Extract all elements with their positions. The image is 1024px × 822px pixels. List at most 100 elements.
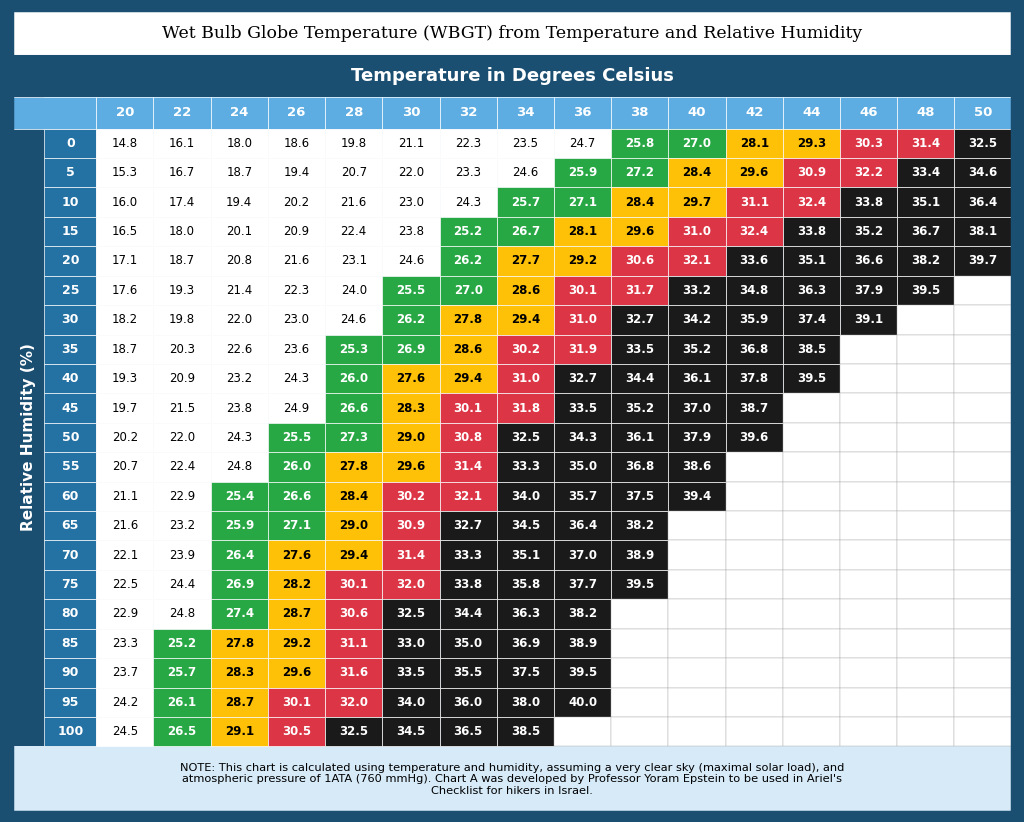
Bar <box>439 247 497 275</box>
Text: 23.8: 23.8 <box>226 402 252 414</box>
Bar <box>211 599 268 629</box>
Text: 35: 35 <box>61 343 79 356</box>
Bar <box>840 599 897 629</box>
Bar <box>382 305 439 335</box>
Text: 26.9: 26.9 <box>396 343 426 356</box>
Text: Relative Humidity (%): Relative Humidity (%) <box>20 344 36 531</box>
Bar <box>726 511 782 540</box>
Bar <box>897 423 954 452</box>
Bar <box>954 570 1012 599</box>
Text: 30.2: 30.2 <box>511 343 540 356</box>
Text: 15.3: 15.3 <box>112 166 138 179</box>
Bar <box>497 482 554 511</box>
Text: 29.4: 29.4 <box>454 372 482 386</box>
Bar <box>669 717 726 746</box>
Text: 25.2: 25.2 <box>454 225 482 238</box>
Text: 32.0: 32.0 <box>339 695 369 709</box>
Bar <box>211 482 268 511</box>
Bar <box>554 247 611 275</box>
Text: 33.0: 33.0 <box>396 637 425 650</box>
Text: 18.2: 18.2 <box>112 313 138 326</box>
Text: 23.2: 23.2 <box>226 372 252 386</box>
Text: 15: 15 <box>61 225 79 238</box>
Bar <box>954 540 1012 570</box>
Bar <box>44 511 96 540</box>
Bar <box>669 482 726 511</box>
Bar <box>782 305 840 335</box>
Bar <box>12 128 44 746</box>
Bar <box>96 658 154 687</box>
Text: 36.3: 36.3 <box>797 284 826 297</box>
Bar <box>268 658 325 687</box>
Text: 19.4: 19.4 <box>226 196 252 209</box>
Bar <box>154 452 211 482</box>
Bar <box>211 128 268 158</box>
Text: 35.7: 35.7 <box>568 490 597 503</box>
Bar <box>726 687 782 717</box>
Bar <box>439 717 497 746</box>
Bar <box>954 599 1012 629</box>
Text: 24.3: 24.3 <box>284 372 309 386</box>
Text: 22.5: 22.5 <box>112 578 138 591</box>
Bar <box>382 423 439 452</box>
Bar <box>782 658 840 687</box>
Bar <box>897 96 954 128</box>
Bar <box>96 217 154 247</box>
Text: 25.4: 25.4 <box>224 490 254 503</box>
Text: 29.3: 29.3 <box>797 136 826 150</box>
Bar <box>497 687 554 717</box>
Text: 31.7: 31.7 <box>626 284 654 297</box>
Text: 65: 65 <box>61 520 79 532</box>
Text: 32.4: 32.4 <box>797 196 826 209</box>
Bar <box>497 599 554 629</box>
Bar <box>897 275 954 305</box>
Text: 22.0: 22.0 <box>226 313 252 326</box>
Bar <box>554 482 611 511</box>
Bar <box>154 247 211 275</box>
Bar <box>726 540 782 570</box>
Bar <box>497 96 554 128</box>
Bar <box>611 394 669 423</box>
Text: 36.8: 36.8 <box>739 343 769 356</box>
Bar <box>726 158 782 187</box>
Bar <box>726 305 782 335</box>
Bar <box>897 482 954 511</box>
Text: 28.6: 28.6 <box>454 343 482 356</box>
Bar <box>211 364 268 394</box>
Text: 23.0: 23.0 <box>398 196 424 209</box>
Text: 48: 48 <box>916 106 935 119</box>
Bar <box>382 658 439 687</box>
Text: 33.3: 33.3 <box>511 460 540 473</box>
Bar <box>611 511 669 540</box>
Bar <box>782 629 840 658</box>
Bar <box>554 629 611 658</box>
Bar <box>726 128 782 158</box>
Bar <box>897 158 954 187</box>
Bar <box>782 452 840 482</box>
Bar <box>12 96 44 746</box>
Text: 25.8: 25.8 <box>626 136 654 150</box>
Bar <box>96 423 154 452</box>
Text: 25.7: 25.7 <box>511 196 540 209</box>
Bar <box>782 394 840 423</box>
Bar <box>439 187 497 217</box>
Bar <box>44 482 96 511</box>
Text: 25.3: 25.3 <box>339 343 369 356</box>
Bar <box>669 275 726 305</box>
Bar <box>96 305 154 335</box>
Bar <box>954 305 1012 335</box>
Text: 100: 100 <box>57 725 83 738</box>
Text: 26.1: 26.1 <box>168 695 197 709</box>
Text: 26.0: 26.0 <box>282 460 311 473</box>
Bar <box>12 746 1012 812</box>
Text: 23.1: 23.1 <box>341 255 367 267</box>
Text: 27.8: 27.8 <box>454 313 482 326</box>
Bar <box>44 247 96 275</box>
Text: 18.7: 18.7 <box>112 343 138 356</box>
Text: 34.5: 34.5 <box>396 725 426 738</box>
Bar <box>439 452 497 482</box>
Bar <box>154 128 211 158</box>
Bar <box>840 335 897 364</box>
Text: 25.5: 25.5 <box>282 431 311 444</box>
Text: 23.7: 23.7 <box>112 667 138 679</box>
